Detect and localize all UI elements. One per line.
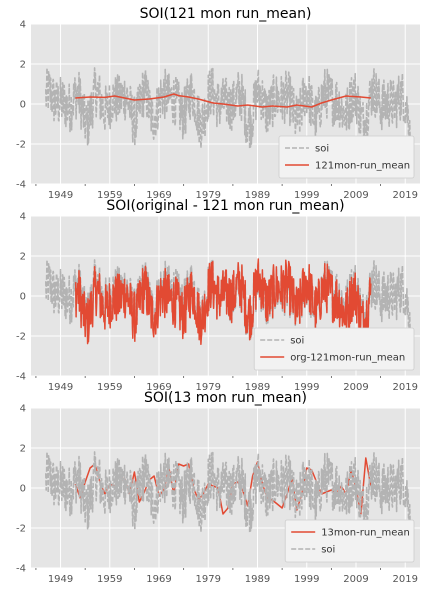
x-tick-label: 1969 <box>146 190 171 201</box>
x-tick-label: 1959 <box>97 190 122 201</box>
y-tick-label: 4 <box>20 20 26 31</box>
legend-label: soi <box>315 144 329 155</box>
y-tick-label: 0 <box>20 100 26 111</box>
y-tick-label: 0 <box>20 292 26 303</box>
x-tick-label: 2019 <box>393 190 418 201</box>
y-tick-label: 2 <box>20 60 26 71</box>
series-line-soi <box>45 451 411 534</box>
x-tick-label: 1949 <box>48 574 73 585</box>
y-tick-label: -4 <box>16 180 26 191</box>
x-tick-label: 2009 <box>343 382 368 393</box>
series-line-soi <box>45 67 411 150</box>
legend: soi org-121mon-run_mean <box>253 327 415 371</box>
legend-label: 13mon-run_mean <box>321 528 410 539</box>
x-tick-label: 1949 <box>48 190 73 201</box>
x-tick-label: 2019 <box>393 382 418 393</box>
legend-label: soi <box>321 545 335 556</box>
chart-panel-2: 1949 1959 1969 1979 1989 1999 2009 2019 -4 -2 0 2 4 S… <box>16 198 420 393</box>
x-tick-label: 1989 <box>245 382 270 393</box>
x-tick-label: 1979 <box>196 190 221 201</box>
x-tick-label: 1969 <box>146 382 171 393</box>
chart-title: SOI(original - 121 mon run_mean) <box>106 198 344 214</box>
chart-title: SOI(13 mon run_mean) <box>144 390 307 406</box>
legend-box <box>284 519 415 563</box>
x-tick-label: 1969 <box>146 574 171 585</box>
x-tick-label: 1979 <box>196 382 221 393</box>
x-tick-label: 1989 <box>245 190 270 201</box>
legend-box <box>253 327 415 371</box>
y-tick-label: -2 <box>16 332 26 343</box>
y-tick-label: -2 <box>16 140 26 151</box>
series-line-121mon-run-mean <box>75 93 371 108</box>
chart-panel-1: 1949 1959 1969 1979 1989 1999 2009 2019 -4 -2 0 2 4 S… <box>16 6 420 201</box>
x-tick-label: 1949 <box>48 382 73 393</box>
chart-panel-3: 1949 1959 1969 1979 1989 1999 2009 2019 -4 -2 0 2 4 S… <box>16 390 420 585</box>
y-tick-label: 0 <box>20 484 26 495</box>
y-tick-label: -2 <box>16 524 26 535</box>
y-tick-label: 4 <box>20 404 26 415</box>
legend-label: org-121mon-run_mean <box>290 353 405 364</box>
x-tick-label: 1999 <box>294 574 319 585</box>
series-line-org-121mon-run-mean <box>74 258 372 347</box>
x-tick-label: 2019 <box>393 574 418 585</box>
y-tick-label: -4 <box>16 372 26 383</box>
legend-label: soi <box>290 336 304 347</box>
chart-title: SOI(121 mon run_mean) <box>140 6 312 22</box>
legend: soi 121mon-run_mean <box>278 135 415 179</box>
x-tick-label: 1959 <box>97 574 122 585</box>
x-tick-label: 1999 <box>294 382 319 393</box>
x-tick-label: 2009 <box>343 574 368 585</box>
y-tick-label: -4 <box>16 564 26 575</box>
x-tick-label: 1959 <box>97 382 122 393</box>
y-tick-label: 2 <box>20 444 26 455</box>
legend-label: 121mon-run_mean <box>315 161 410 172</box>
y-tick-label: 2 <box>20 252 26 263</box>
x-tick-label: 1979 <box>196 574 221 585</box>
y-tick-label: 4 <box>20 212 26 223</box>
x-tick-label: 2009 <box>343 190 368 201</box>
x-tick-label: 1989 <box>245 574 270 585</box>
legend-box <box>278 135 415 179</box>
x-tick-label: 1999 <box>294 190 319 201</box>
